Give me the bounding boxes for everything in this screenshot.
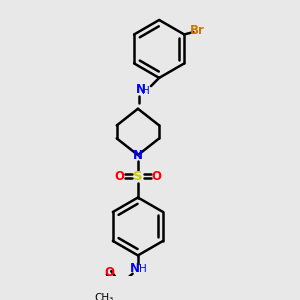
- Text: O: O: [151, 170, 161, 183]
- Text: O: O: [115, 170, 124, 183]
- Text: CH₃: CH₃: [94, 293, 114, 300]
- Text: S: S: [133, 170, 143, 183]
- Text: N: N: [136, 83, 146, 96]
- Text: O: O: [104, 266, 114, 279]
- Text: N: N: [133, 148, 143, 162]
- Text: H: H: [140, 264, 147, 274]
- Text: N: N: [130, 262, 140, 275]
- Text: H: H: [142, 86, 149, 96]
- Text: Br: Br: [190, 24, 205, 37]
